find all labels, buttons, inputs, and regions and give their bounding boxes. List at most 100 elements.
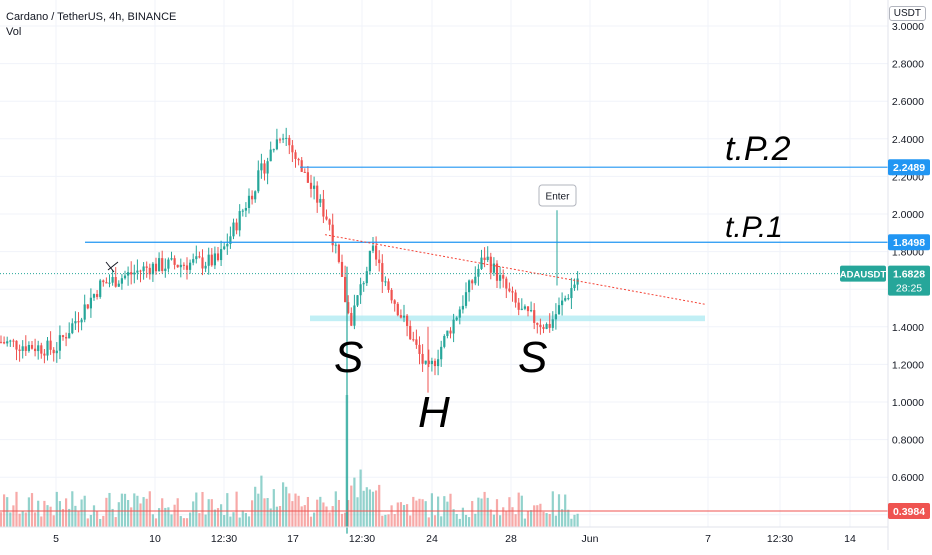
candle-body xyxy=(443,335,446,347)
volume-bar xyxy=(294,493,297,527)
candle-body xyxy=(114,277,117,287)
volume-bar xyxy=(254,486,257,527)
volume-bar xyxy=(282,482,285,527)
volume-bar xyxy=(133,493,136,527)
price-tick-label: 2.0000 xyxy=(892,209,924,221)
volume-bar xyxy=(55,491,58,527)
candle-body xyxy=(499,275,502,281)
time-tick-label: 12:30 xyxy=(767,533,793,545)
candle-body xyxy=(127,272,130,276)
candle-body xyxy=(471,280,474,284)
volume-bar xyxy=(356,497,359,527)
volume-bar xyxy=(452,509,455,527)
candle-body xyxy=(77,321,80,323)
volume-bar xyxy=(272,489,275,527)
volume-bar xyxy=(278,506,282,527)
volume-bar xyxy=(331,506,334,527)
volume-bar xyxy=(316,499,319,527)
volume-bar xyxy=(539,503,542,527)
candle-body xyxy=(49,340,52,350)
volume-bar xyxy=(179,516,182,527)
candle-body xyxy=(117,283,120,287)
candle-body xyxy=(247,195,251,208)
volume-bar xyxy=(158,508,161,527)
volume-bar xyxy=(536,505,539,527)
volume-bar xyxy=(468,517,471,527)
tp2-price-badge-text: 2.2489 xyxy=(893,162,925,174)
volume-bar xyxy=(9,512,12,527)
volume-indicator-label[interactable]: Vol xyxy=(6,26,22,38)
candle-body xyxy=(30,344,34,349)
volume-bar xyxy=(96,510,99,527)
volume-bar xyxy=(291,501,294,527)
candle-body xyxy=(576,278,579,285)
candle-body xyxy=(530,310,533,312)
volume-bar xyxy=(378,484,381,527)
candle-body xyxy=(15,340,18,350)
price-tick-label: 0.8000 xyxy=(892,435,924,447)
volume-bar xyxy=(27,497,30,527)
volume-level-badge-text: 0.3984 xyxy=(893,506,925,518)
volume-bar xyxy=(399,502,402,527)
volume-bar xyxy=(396,502,399,527)
volume-bar xyxy=(567,509,570,527)
candle-body xyxy=(384,281,387,283)
candle-body xyxy=(92,294,96,298)
volume-bar xyxy=(241,510,244,527)
volume-bar xyxy=(37,500,40,527)
volume-bar xyxy=(80,499,83,527)
time-tick-label: 24 xyxy=(426,533,438,545)
candle-body xyxy=(449,330,452,334)
candle-body xyxy=(46,340,49,356)
volume-bar xyxy=(464,514,468,527)
candle-body xyxy=(74,321,77,324)
volume-bar xyxy=(554,515,557,527)
candle-body xyxy=(492,263,495,273)
candle-body xyxy=(334,244,337,246)
tp1-price-badge-bg xyxy=(888,234,930,251)
neckline-trend xyxy=(324,234,706,305)
volume-bar xyxy=(483,491,486,527)
volume-bar xyxy=(545,513,548,527)
candle-body xyxy=(536,322,539,325)
candle-body xyxy=(306,172,309,183)
candle-body xyxy=(145,266,148,268)
candle-body xyxy=(542,327,545,329)
candle-body xyxy=(3,342,6,344)
candle-body xyxy=(89,297,92,309)
volume-bar xyxy=(77,511,80,527)
enter-label: Enter xyxy=(546,192,571,203)
volume-bar xyxy=(387,514,390,527)
price-tick-label: 3.0000 xyxy=(892,21,924,33)
candle-body xyxy=(495,263,499,281)
volume-bar xyxy=(306,496,309,527)
candle-body xyxy=(344,276,347,303)
currency-selector[interactable]: USDT xyxy=(888,6,926,21)
price-tick-label: 2.8000 xyxy=(892,59,924,71)
support-zone-layer xyxy=(310,315,705,322)
candle-body xyxy=(108,282,111,284)
candle-body xyxy=(517,302,520,310)
candle-body xyxy=(371,245,375,251)
candle-body xyxy=(319,198,322,203)
candle-body xyxy=(278,139,282,141)
volume-bar xyxy=(421,499,424,527)
volume-bar xyxy=(285,486,288,527)
volume-bar xyxy=(182,518,185,527)
candle-body xyxy=(458,309,461,318)
candle-body xyxy=(232,222,235,237)
volume-bar xyxy=(570,518,573,527)
volume-bars xyxy=(0,395,579,527)
volume-bar xyxy=(127,500,130,527)
candle-body xyxy=(251,195,254,200)
volume-bar xyxy=(251,500,254,527)
candle-body xyxy=(142,266,145,272)
candle-body xyxy=(440,346,443,360)
volume-bar xyxy=(393,514,396,527)
volume-bar xyxy=(216,508,220,527)
candle-body xyxy=(446,330,449,336)
volume-bar xyxy=(548,514,551,527)
volume-bar xyxy=(232,512,235,527)
